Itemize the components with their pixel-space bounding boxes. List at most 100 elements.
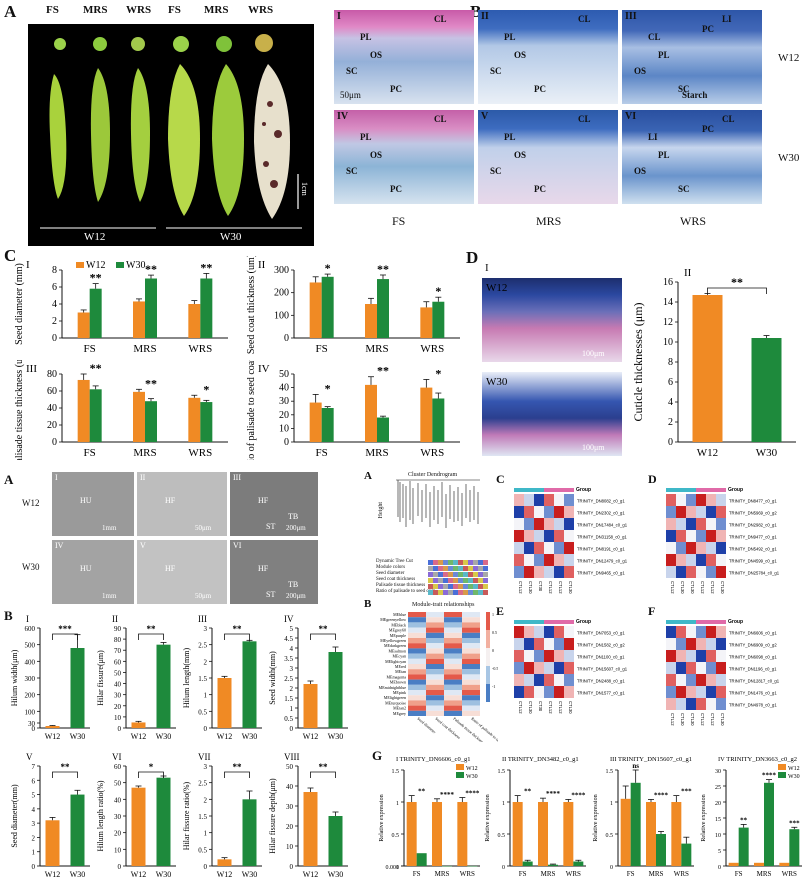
module-label: MEtan <box>395 669 406 674</box>
heatmap-cell <box>676 686 686 698</box>
bar <box>764 782 774 866</box>
bar <box>70 794 85 866</box>
module-trait-cell <box>426 684 444 690</box>
chart-B-VII: 0 0.5 1 1.5 2 2.5 3 Hilar fissure ratio(%) VII W1… <box>182 752 262 879</box>
heatmap-cell <box>696 506 706 518</box>
module-trait-cell <box>426 632 444 638</box>
module-label: MEblue <box>393 612 406 617</box>
y-tick-label: 0 <box>52 333 57 344</box>
sem-tile: I HU 1mm <box>52 472 134 536</box>
module-trait-cell <box>444 638 462 644</box>
group-bar <box>554 488 564 492</box>
y-tick-label: 80 <box>47 369 57 380</box>
module-color-cell <box>478 572 483 577</box>
y-tick-label: 200 <box>274 288 289 299</box>
tissue-mark: CL <box>722 114 735 124</box>
module-trait-cell <box>444 690 462 696</box>
gene-label: TRINITY_DN12817_c0_g1 <box>729 678 780 683</box>
bar <box>242 641 257 728</box>
y-tick-label: 2 <box>668 417 673 428</box>
group-bar <box>544 620 554 624</box>
heatmap-D: Group TRINITY_DN8477_c0_g1 TRINITY_DN5969_… <box>658 478 806 602</box>
y-tick-label: 5 <box>290 625 294 633</box>
scale-label: 200μm <box>286 592 306 600</box>
heatmap-cell <box>666 530 676 542</box>
x-tick-label: WRS <box>674 870 689 878</box>
module-trait-cell <box>408 710 426 716</box>
module-trait-cell <box>444 679 462 685</box>
sem-mark: HF <box>165 564 176 573</box>
heatmap-cell <box>514 674 524 686</box>
heatmap-cell <box>716 494 726 506</box>
histology-tile: IV CL PL OS SC PC <box>334 110 474 204</box>
group-title: Group <box>728 487 743 493</box>
sem-tile: III HF TB ST 200μm <box>230 472 318 536</box>
legend-swatch <box>116 262 124 268</box>
tissue-mark: SC <box>346 66 358 76</box>
heatmap-F: Group TRINITY_DN6606_c0_g1 TRINITY_DN6909_… <box>658 610 806 734</box>
scale-w12: 100μm <box>582 349 605 358</box>
y-tick-label: 5 <box>718 849 721 855</box>
chart-B-I: 030 100 200 300 400 500 600 Hilum width(μm) I W12… <box>10 614 90 741</box>
heatmap-cell <box>514 506 524 518</box>
row-label: W12 <box>778 52 800 64</box>
significance-label: ** <box>731 275 743 289</box>
module-trait-cell <box>462 664 480 670</box>
img-label-w12: W12 <box>486 282 508 294</box>
significance-label: ** <box>147 624 157 634</box>
heatmap-cell <box>514 494 524 506</box>
sample-label: CTL12 <box>670 713 675 726</box>
bar <box>548 864 558 866</box>
group-bar <box>706 488 716 492</box>
gene-label: TRINITY_DN4978_c0_g1 <box>729 702 777 707</box>
module-color-cell <box>463 560 468 565</box>
heatmap-cell <box>564 542 574 554</box>
group-bar <box>564 620 574 624</box>
y-axis-label: Seed coat thickness (um) <box>246 256 257 354</box>
y-tick-label: 10 <box>663 337 673 348</box>
module-trait-cell <box>426 705 444 711</box>
module-trait-cell <box>462 710 480 716</box>
histology-tile: VI CL LI PL OS SC PC <box>622 110 762 204</box>
sem-tile: II HF 50μm <box>137 472 227 536</box>
module-label: MEsalmon <box>388 648 406 653</box>
bar <box>738 827 749 866</box>
module-color-cell <box>433 572 438 577</box>
chart-title: II TRINITY_DN3482_c0_g1 <box>502 756 579 763</box>
chart-title: IV <box>258 363 270 375</box>
module-trait-cell <box>408 622 426 628</box>
heatmap-cell <box>564 530 574 542</box>
x-tick-label: W12 <box>303 870 319 879</box>
x-tick-label: WRS <box>566 870 581 878</box>
sem-mark: TB <box>288 512 299 521</box>
y-tick-label: 90 <box>114 625 122 633</box>
y-tick-label: 0 <box>396 865 399 871</box>
tissue-mark: CL <box>578 114 591 124</box>
tissue-mark: CL <box>434 114 447 124</box>
scale-label: 1cm <box>300 182 309 196</box>
bar <box>131 722 146 728</box>
significance-bracket <box>52 771 78 778</box>
bar <box>45 820 60 866</box>
sem-mark: TB <box>288 580 299 589</box>
significance-label: ** <box>319 762 329 772</box>
heatmap-cell <box>706 650 716 662</box>
chart-title: VI <box>112 752 122 762</box>
significance-label: **** <box>571 791 586 799</box>
heatmap-cell <box>676 494 686 506</box>
sample-label: CTL12 <box>670 581 675 594</box>
bar <box>89 288 102 338</box>
tissue-mark: PC <box>390 84 402 94</box>
label-A-mid: A <box>364 470 372 482</box>
bar <box>522 861 533 866</box>
heatmap-cell <box>554 686 564 698</box>
heatmap-E: Group TRINITY_DN7053_c0_g1 TRINITY_DN1582_… <box>506 610 654 734</box>
module-color-cell <box>463 572 468 577</box>
module-color-cell <box>443 584 448 589</box>
module-trait-cell <box>444 627 462 633</box>
module-trait-cell <box>408 612 426 618</box>
module-color-cell <box>438 566 443 571</box>
module-color-cell <box>448 584 453 589</box>
heatmap-cell <box>676 530 686 542</box>
